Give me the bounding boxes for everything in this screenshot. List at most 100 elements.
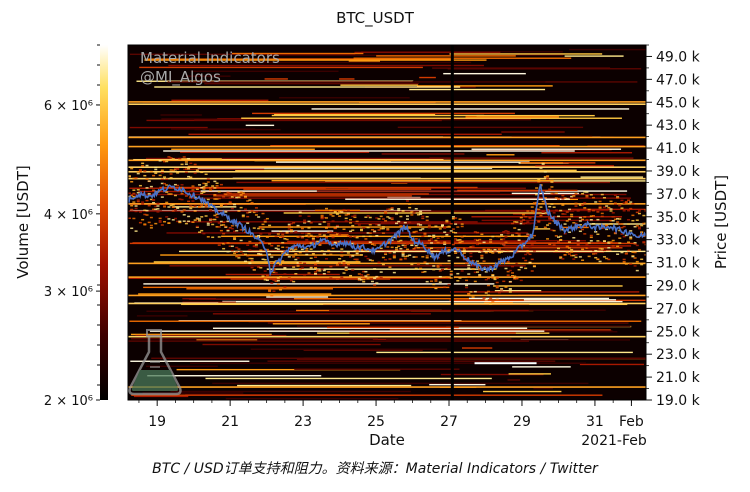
price-glow-cell [254,246,258,248]
price-glow-cell [230,245,234,248]
price-glow-cell [154,208,158,210]
price-glow-cell [287,256,291,258]
price-glow-cell [265,279,269,281]
price-glow-cell [287,228,291,230]
price-glow-cell [237,191,241,194]
price-glow-cell [388,266,392,268]
price-glow-cell [287,277,291,279]
price-glow-cell [609,210,613,212]
price-glow-cell [160,196,164,198]
order-band [144,59,487,61]
price-glow-cell [637,249,641,251]
price-glow-cell [309,234,313,237]
price-glow-cell [392,236,396,239]
price-glow-cell [314,263,318,266]
price-glow-cell [318,233,322,236]
price-glow-cell [274,271,278,274]
price-glow-cell [491,235,495,238]
price-glow-cell [567,218,571,221]
price-tick-label: 43.0 k [656,118,701,134]
price-glow-cell [331,236,335,239]
price-glow-cell [219,229,223,232]
price-glow-cell [456,248,460,251]
price-glow-cell [447,254,451,257]
price-glow-cell [414,244,418,247]
price-glow-cell [465,279,469,282]
price-glow-cell [543,197,547,199]
price-glow-cell [195,225,199,228]
price-glow-cell [609,223,613,225]
price-glow-cell [537,180,541,183]
price-glow-cell [392,254,396,257]
price-glow-cell [572,254,576,257]
price-glow-cell [366,226,370,229]
price-glow-cell [283,267,287,269]
price-glow-cell [268,233,272,235]
price-glow-cell [364,255,368,258]
price-glow-cell [460,270,464,272]
price-glow-cell [476,260,480,262]
order-band [541,152,633,154]
price-glow-cell [526,234,530,236]
price-glow-cell [285,246,289,249]
price-glow-cell [537,178,541,181]
price-glow-cell [318,223,322,225]
price-glow-cell [145,178,149,180]
price-glow-cell [567,208,571,211]
price-glow-cell [252,245,256,247]
order-band [190,362,587,364]
price-glow-cell [427,224,431,227]
price-glow-cell [570,251,574,253]
price-glow-cell [633,265,637,267]
price-glow-cell [622,260,626,263]
price-glow-cell [587,216,591,218]
price-glow-cell [270,244,274,247]
price-glow-cell [598,205,602,208]
price-glow-cell [360,254,364,256]
price-glow-cell [219,204,223,207]
price-glow-cell [397,245,401,248]
price-glow-cell [581,192,585,195]
price-glow-cell [132,192,136,195]
price-glow-cell [491,274,495,276]
price-glow-cell [469,246,473,248]
price-glow-cell [322,221,326,223]
price-glow-cell [445,233,449,236]
chart-title: BTC_USDT [336,9,414,27]
price-glow-cell [340,211,344,213]
price-glow-cell [178,157,182,160]
price-glow-cell [366,257,370,260]
price-glow-cell [215,184,219,187]
price-glow-cell [484,251,488,254]
price-glow-cell [263,258,267,261]
price-glow-cell [627,223,631,225]
price-glow-cell [600,193,604,196]
price-glow-cell [281,241,285,244]
price-glow-cell [224,242,228,244]
price-glow-cell [184,222,188,225]
price-tick-label: 23.0 k [656,347,701,363]
price-glow-cell [572,258,576,260]
price-glow-cell [285,231,289,233]
price-glow-cell [506,230,510,233]
price-glow-cell [145,187,149,189]
price-glow-cell [226,191,230,194]
price-glow-cell [401,253,405,256]
price-glow-cell [228,227,232,229]
price-glow-cell [508,291,512,293]
price-glow-cell [187,175,191,178]
colorbar [100,45,108,400]
price-glow-cell [563,213,567,215]
order-band [267,360,556,362]
price-glow-cell [541,163,545,165]
price-glow-cell [405,200,409,202]
price-glow-cell [136,172,140,175]
price-glow-cell [346,234,350,237]
price-glow-cell [239,194,243,196]
price-glow-cell [289,226,293,228]
price-glow-cell [607,247,611,249]
price-glow-cell [141,203,145,205]
price-glow-cell [351,269,355,271]
price-glow-cell [524,267,528,270]
price-glow-cell [281,236,285,238]
